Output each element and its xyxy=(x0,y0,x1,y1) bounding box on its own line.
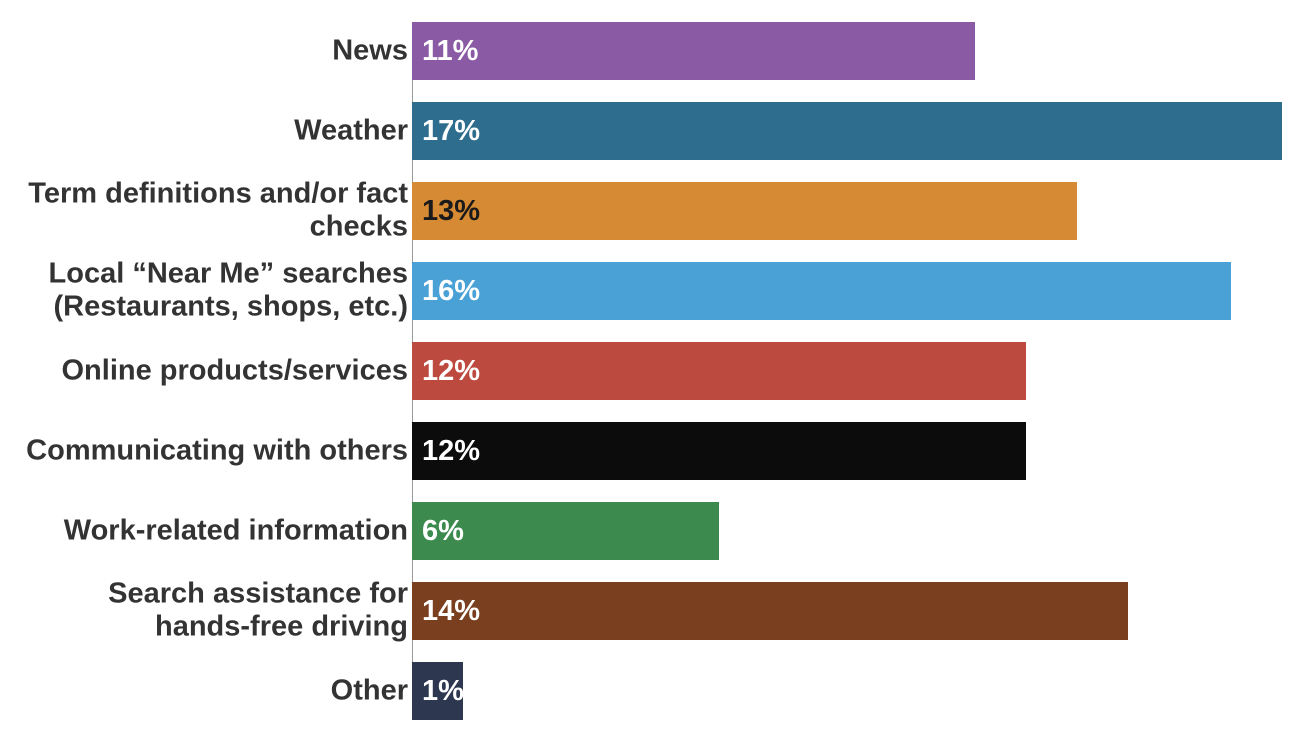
category-label-wrap: Work-related information xyxy=(0,502,408,560)
bar-track: 12% xyxy=(412,422,1282,480)
bar-track: 16% xyxy=(412,262,1282,320)
category-label: Work-related information xyxy=(64,514,408,547)
category-label: News xyxy=(332,34,408,67)
category-label-wrap: Local “Near Me” searches (Restaurants, s… xyxy=(0,262,408,320)
category-label-wrap: News xyxy=(0,22,408,80)
value-label: 17% xyxy=(412,115,480,148)
category-label: Communicating with others xyxy=(26,434,408,467)
chart-row: Work-related information6% xyxy=(0,502,1294,560)
bar: 13% xyxy=(412,182,1077,240)
bar-track: 17% xyxy=(412,102,1282,160)
category-label-wrap: Other xyxy=(0,662,408,720)
value-label: 16% xyxy=(412,275,480,308)
value-label: 1% xyxy=(412,675,464,708)
bar: 12% xyxy=(412,422,1026,480)
chart-row: News11% xyxy=(0,22,1294,80)
category-label-wrap: Online products/services xyxy=(0,342,408,400)
bar: 16% xyxy=(412,262,1231,320)
chart-row: Search assistance for hands-free driving… xyxy=(0,582,1294,640)
bar-track: 6% xyxy=(412,502,1282,560)
category-label-wrap: Term definitions and/or fact checks xyxy=(0,182,408,240)
value-label: 13% xyxy=(412,195,480,228)
bar-track: 14% xyxy=(412,582,1282,640)
category-label: Local “Near Me” searches (Restaurants, s… xyxy=(49,258,408,325)
bar: 6% xyxy=(412,502,719,560)
category-label: Online products/services xyxy=(61,354,408,387)
value-label: 14% xyxy=(412,595,480,628)
bar-chart: News11%Weather17%Term definitions and/or… xyxy=(0,0,1294,750)
category-label: Other xyxy=(331,674,408,707)
value-label: 12% xyxy=(412,435,480,468)
category-label-wrap: Communicating with others xyxy=(0,422,408,480)
value-label: 6% xyxy=(412,515,464,548)
category-label: Term definitions and/or fact checks xyxy=(28,178,408,245)
chart-row: Communicating with others12% xyxy=(0,422,1294,480)
bar-track: 13% xyxy=(412,182,1282,240)
bar-track: 12% xyxy=(412,342,1282,400)
value-label: 11% xyxy=(412,35,478,68)
category-label-wrap: Weather xyxy=(0,102,408,160)
bar-track: 1% xyxy=(412,662,1282,720)
chart-row: Other1% xyxy=(0,662,1294,720)
bar: 17% xyxy=(412,102,1282,160)
category-label: Weather xyxy=(294,114,408,147)
bar: 1% xyxy=(412,662,463,720)
category-label-wrap: Search assistance for hands-free driving xyxy=(0,582,408,640)
bar: 14% xyxy=(412,582,1128,640)
bar: 12% xyxy=(412,342,1026,400)
chart-row: Local “Near Me” searches (Restaurants, s… xyxy=(0,262,1294,320)
chart-row: Online products/services12% xyxy=(0,342,1294,400)
bar: 11% xyxy=(412,22,975,80)
value-label: 12% xyxy=(412,355,480,388)
chart-row: Weather17% xyxy=(0,102,1294,160)
chart-row: Term definitions and/or fact checks13% xyxy=(0,182,1294,240)
category-label: Search assistance for hands-free driving xyxy=(108,578,408,645)
bar-track: 11% xyxy=(412,22,1282,80)
